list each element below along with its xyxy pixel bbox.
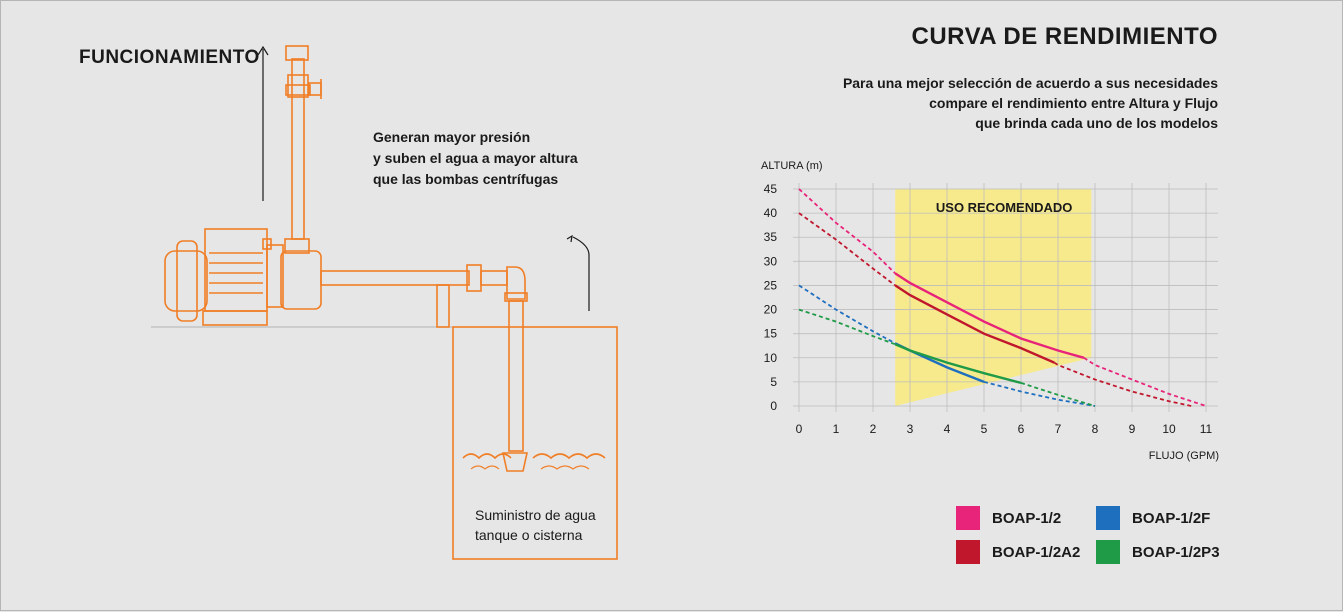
- tank-outline: [452, 326, 618, 560]
- x-tick-label: 11: [1200, 422, 1213, 436]
- tank-caption: Suministro de agua tanque o cisterna: [475, 505, 596, 545]
- x-tick-label: 8: [1092, 422, 1099, 436]
- legend-item-boap-1-2p3: BOAP-1/2P3: [1096, 540, 1220, 564]
- series-line-dashed: [1020, 382, 1096, 407]
- diagram-title: FUNCIONAMIENTO: [79, 47, 260, 68]
- legend-swatch: [956, 506, 980, 530]
- legend-label: BOAP-1/2F: [1132, 509, 1211, 527]
- pump-diagram: [151, 45, 618, 560]
- legend-item-boap-1-2a2: BOAP-1/2A2: [956, 540, 1080, 564]
- benefit-line: y suben el agua a mayor altura: [373, 150, 578, 166]
- series-line-dashed: [798, 308, 896, 346]
- suction-pipe: [320, 264, 528, 472]
- x-tick-label: 3: [907, 422, 914, 436]
- y-tick-label: 40: [764, 206, 778, 220]
- x-tick-label: 4: [944, 422, 951, 436]
- series-line-dashed: [798, 212, 896, 287]
- tank-caption-line: tanque o cisterna: [475, 527, 583, 543]
- subtitle-line: que brinda cada uno de los modelos: [975, 115, 1218, 131]
- tank-caption-line: Suministro de agua: [475, 507, 596, 523]
- series-line-dashed: [798, 188, 896, 275]
- y-tick-label: 45: [764, 182, 778, 196]
- series-line-dashed: [798, 284, 896, 345]
- recommended-zone: [895, 189, 1092, 406]
- benefit-line: Generan mayor presión: [373, 129, 531, 145]
- y-tick-label: 0: [770, 399, 777, 413]
- legend-swatch: [956, 540, 980, 564]
- legend-item-boap-1-2: BOAP-1/2: [956, 506, 1061, 530]
- subtitle-line: Para una mejor selección de acuerdo a su…: [842, 75, 1218, 91]
- series-line-solid: [894, 343, 1022, 385]
- water-wave-low: [470, 465, 500, 470]
- y-tick-label: 15: [764, 327, 778, 341]
- flow-arrows: [257, 45, 590, 311]
- chart-title: CURVA DE RENDIMIENTO: [911, 23, 1218, 50]
- series-line-solid: [894, 272, 1085, 359]
- x-tick-label: 6: [1018, 422, 1025, 436]
- chart-subtitle: Para una mejor selección de acuerdo a su…: [698, 73, 1218, 133]
- benefit-text: Generan mayor presión y suben el agua a …: [373, 127, 578, 190]
- motor: [164, 228, 284, 326]
- y-tick-label: 20: [764, 303, 778, 317]
- x-tick-label: 5: [981, 422, 988, 436]
- legend-item-boap-1-2f: BOAP-1/2F: [1096, 506, 1210, 530]
- legend-label: BOAP-1/2: [992, 509, 1062, 527]
- water-wave-right: [532, 453, 606, 460]
- legend-swatch: [1096, 540, 1120, 564]
- x-tick-label: 1: [833, 422, 840, 436]
- x-tick-label: 9: [1129, 422, 1136, 436]
- legend-swatch: [1096, 506, 1120, 530]
- y-tick-label: 5: [770, 375, 777, 389]
- y-tick-label: 30: [764, 254, 778, 268]
- y-tick-label: 10: [764, 351, 778, 365]
- discharge-pipe: [285, 45, 322, 240]
- subtitle-line: compare el rendimiento entre Altura y Fl…: [929, 95, 1218, 111]
- series-line-dashed: [1053, 361, 1192, 407]
- y-tick-label: 35: [764, 230, 778, 244]
- y-axis-label: ALTURA (m): [761, 160, 823, 172]
- series-line-solid: [894, 284, 1055, 364]
- x-tick-label: 2: [870, 422, 877, 436]
- x-tick-label: 10: [1162, 422, 1176, 436]
- legend-label: BOAP-1/2A2: [992, 543, 1081, 561]
- legend-label: BOAP-1/2P3: [1132, 543, 1220, 561]
- x-axis-label: FLUJO (GPM): [1149, 450, 1219, 462]
- series-line-dashed: [1083, 357, 1207, 407]
- water-wave-low-2: [540, 465, 590, 470]
- benefit-line: que las bombas centrífugas: [373, 171, 559, 187]
- recommended-zone-label: USO RECOMENDADO: [936, 200, 1073, 215]
- x-tick-label: 0: [796, 422, 803, 436]
- y-tick-label: 25: [764, 278, 778, 292]
- x-tick-label: 7: [1055, 422, 1062, 436]
- series-line-dashed: [983, 381, 1096, 407]
